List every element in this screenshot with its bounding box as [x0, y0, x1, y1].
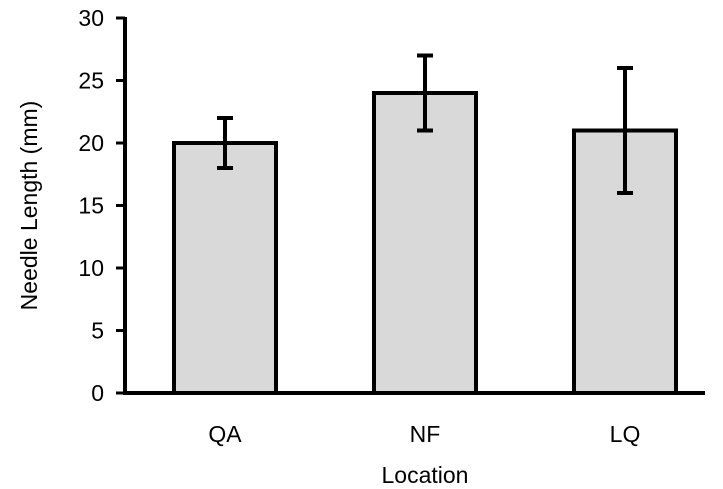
y-ticks: 0 5 10 15 20 25 30	[78, 5, 125, 406]
x-tick-label: QA	[208, 421, 242, 447]
y-tick-label: 10	[78, 255, 104, 281]
y-tick-label: 30	[78, 5, 104, 31]
x-ticks: QA NF LQ	[208, 421, 640, 447]
x-tick-label: LQ	[610, 421, 641, 447]
bar	[172, 141, 278, 395]
bars	[172, 91, 678, 395]
y-tick-label: 15	[78, 193, 104, 219]
bar	[372, 91, 478, 395]
error-bar-layer	[217, 53, 633, 195]
y-tick-label: 25	[78, 68, 104, 94]
y-tick-label: 5	[91, 318, 104, 344]
y-tick-label: 0	[91, 380, 104, 406]
x-tick-label: NF	[410, 421, 441, 447]
x-axis-title: Location	[382, 462, 469, 488]
y-tick-label: 20	[78, 130, 104, 156]
y-axis-title: Needle Length (mm)	[16, 101, 42, 311]
